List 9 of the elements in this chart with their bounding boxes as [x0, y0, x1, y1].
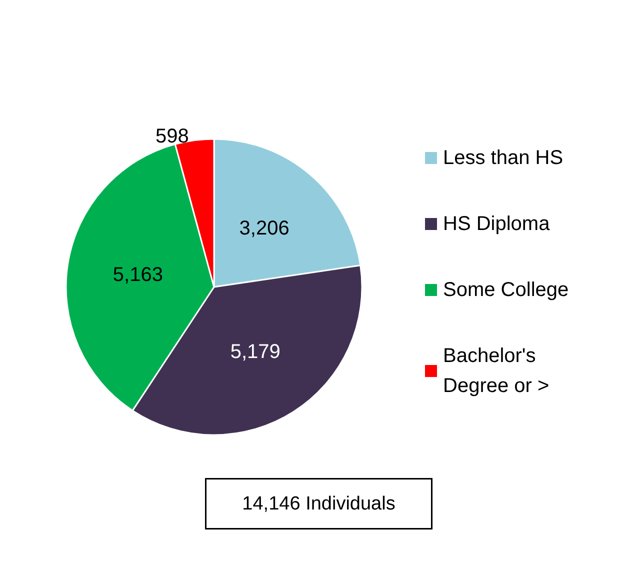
data-label: 5,179	[230, 340, 280, 363]
legend-label: Bachelor's Degree or >	[443, 345, 550, 397]
legend-label: Less than HS	[443, 147, 564, 169]
legend-label: Some College	[443, 279, 569, 301]
legend-label: HS Diploma	[443, 213, 551, 235]
data-label: 598	[156, 125, 189, 148]
data-label: 3,206	[239, 218, 290, 240]
data-label: 5,163	[112, 264, 163, 286]
text: 14,146 Individuals	[242, 493, 396, 514]
